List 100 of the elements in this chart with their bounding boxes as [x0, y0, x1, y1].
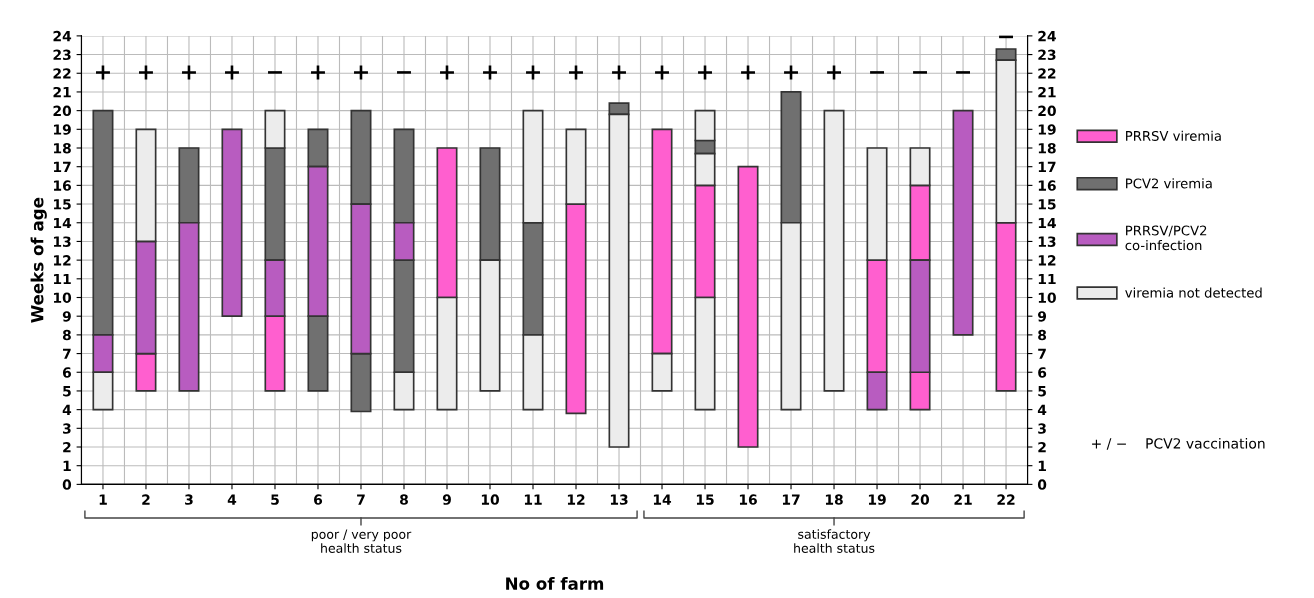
legend-label: PCV2 viremia: [1126, 178, 1212, 189]
annotation: +: [483, 65, 497, 80]
annotation: −: [870, 71, 884, 74]
annotation: +: [784, 65, 798, 80]
y-tick-label: 1: [63, 460, 71, 471]
x-tick-label: 17: [782, 494, 800, 505]
annotation: +: [96, 65, 110, 80]
x-tick-label: 21: [954, 494, 972, 505]
annotation: +: [569, 65, 583, 80]
y2-tick-label: 18: [1038, 142, 1056, 154]
y-tick-label: 23: [53, 49, 71, 61]
legend-label: viremia not detected: [1125, 287, 1262, 298]
x-tick-label: 22: [997, 494, 1015, 505]
y-tick-label: 7: [63, 348, 71, 359]
x-tick-label: 11: [524, 494, 542, 505]
x-tick-label: 2: [142, 494, 150, 505]
y2-tick-label: 3: [1038, 423, 1046, 434]
y-tick-label: 11: [53, 273, 71, 285]
x-tick-label: 6: [314, 494, 323, 505]
y-tick-label: 14: [53, 217, 72, 229]
y2-tick-label: 0: [1037, 479, 1047, 490]
y2-tick-label: 9: [1037, 311, 1047, 322]
x-tick-label: 7: [357, 494, 365, 505]
x-tick-label: 10: [481, 494, 499, 505]
y2-tick-label: 16: [1038, 180, 1056, 191]
y2-tick-label: 14: [1038, 217, 1056, 229]
y2-tick-label: 12: [1038, 255, 1056, 266]
y-tick-label: 4: [62, 404, 72, 415]
annotation: +: [655, 65, 669, 80]
y2-tick-label: 15: [1038, 199, 1056, 210]
y-tick-label: 10: [53, 292, 72, 303]
annotation: +: [354, 65, 368, 80]
y2-tick-label: 23: [1038, 49, 1056, 61]
annotation: −: [956, 71, 970, 74]
y-tick-label: 8: [62, 329, 71, 341]
annotation: −: [913, 71, 927, 74]
y2-tick-label: 20: [1038, 105, 1056, 117]
x-axis-title: No of farm: [506, 576, 604, 590]
x-tick-label: 20: [911, 494, 930, 505]
y2-tick-label: 6: [1038, 367, 1047, 378]
annotation: +: [139, 65, 153, 80]
x-tick-label: 13: [610, 494, 628, 505]
annotation: −: [268, 71, 282, 74]
y2-tick-label: 22: [1038, 68, 1056, 79]
y-tick-label: 12: [53, 255, 71, 266]
legend-label: PRRSV/PCV2 co-infection: [1125, 225, 1207, 251]
x-tick-label: 4: [227, 494, 237, 505]
annotation: +: [698, 65, 712, 80]
annotation: +: [440, 65, 454, 80]
x-tick-label: 8: [400, 494, 408, 505]
x-tick-label: 12: [567, 494, 585, 505]
y-tick-label: 24: [53, 30, 72, 42]
annotation: +: [526, 65, 540, 80]
annotation: poor / very poor health status: [311, 529, 412, 553]
y2-tick-label: 1: [1038, 460, 1046, 471]
annotation: +: [311, 65, 325, 80]
y-tick-label: 16: [53, 180, 71, 191]
y-tick-label: 5: [63, 386, 71, 397]
y-tick-label: 15: [53, 199, 71, 210]
y2-tick-label: 17: [1038, 161, 1056, 172]
annotation: satisfactory health status: [794, 529, 875, 553]
y2-tick-label: 19: [1038, 124, 1056, 135]
y-tick-label: 20: [53, 105, 72, 117]
y2-tick-label: 2: [1038, 441, 1046, 453]
y-tick-label: 9: [62, 311, 71, 322]
x-tick-label: 18: [825, 494, 843, 505]
y-axis-title: Weeks of age: [30, 197, 47, 323]
x-tick-label: 5: [271, 494, 279, 505]
x-tick-label: 14: [653, 494, 672, 505]
y-tick-label: 17: [53, 161, 71, 172]
x-tick-label: 3: [185, 494, 193, 505]
annotation: +: [612, 65, 626, 80]
annotation: −: [397, 71, 411, 74]
annotation: −: [999, 35, 1013, 39]
y2-tick-label: 11: [1038, 273, 1056, 285]
x-tick-label: 9: [442, 494, 451, 505]
annotation: +: [225, 65, 239, 80]
annotation: +: [182, 65, 196, 80]
y-tick-label: 18: [53, 142, 71, 154]
y2-tick-label: 13: [1038, 236, 1056, 247]
y2-tick-label: 5: [1038, 386, 1046, 397]
text: + / − PCV2 vaccination: [1092, 437, 1265, 450]
y-tick-label: 6: [62, 367, 71, 378]
y2-tick-label: 10: [1038, 292, 1056, 303]
x-tick-label: 1: [99, 494, 107, 505]
y-tick-label: 3: [63, 423, 71, 434]
x-tick-label: 15: [696, 494, 714, 505]
y2-tick-label: 24: [1038, 30, 1056, 42]
y2-tick-label: 4: [1037, 404, 1047, 415]
y-tick-label: 21: [53, 86, 71, 98]
y-tick-label: 19: [53, 124, 71, 135]
y-tick-label: 0: [62, 479, 72, 490]
y2-tick-label: 8: [1038, 329, 1047, 341]
x-tick-label: 19: [868, 494, 886, 505]
annotation: +: [827, 65, 841, 80]
y-tick-label: 2: [63, 441, 71, 453]
annotation: +: [741, 65, 755, 80]
y-tick-label: 13: [53, 236, 71, 247]
y2-tick-label: 21: [1038, 86, 1056, 98]
legend-label: PRRSV viremia: [1126, 130, 1221, 141]
